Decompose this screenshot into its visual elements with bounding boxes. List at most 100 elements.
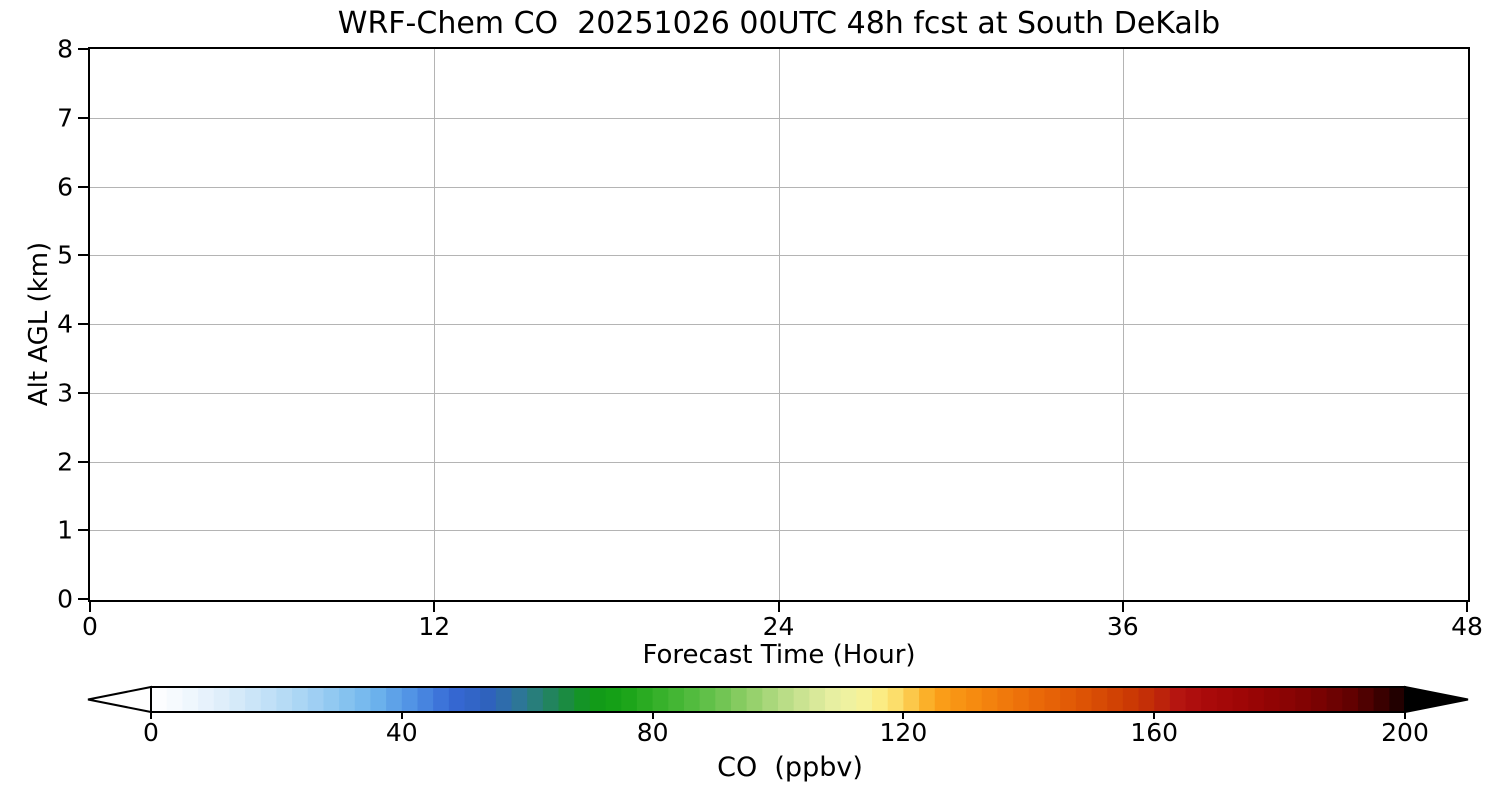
colorbar-segment	[715, 687, 732, 712]
colorbar-segment	[1201, 687, 1218, 712]
colorbar-tick-mark	[902, 713, 905, 719]
colorbar-segment	[1279, 687, 1296, 712]
colorbar-segment	[339, 687, 356, 712]
x-tick-label: 12	[418, 612, 451, 641]
y-tick-mark	[78, 116, 88, 119]
colorbar-segment	[464, 687, 481, 712]
colorbar-segment	[1013, 687, 1030, 712]
colorbar-segment	[166, 687, 183, 712]
colorbar-segment	[1248, 687, 1265, 712]
v-gridline	[434, 49, 436, 600]
colorbar-segment	[542, 687, 560, 712]
colorbar-segment	[605, 687, 622, 712]
colorbar-segment	[1060, 687, 1077, 712]
colorbar-segment	[480, 687, 497, 712]
colorbar-segment	[699, 687, 716, 712]
colorbar-tick-label: 120	[879, 718, 928, 747]
y-tick-label: 5	[57, 240, 73, 270]
colorbar-segment	[558, 687, 575, 712]
colorbar-segment	[386, 687, 403, 712]
colorbar-segment	[1357, 687, 1375, 712]
x-tick-mark	[89, 602, 91, 612]
colorbar-tick-mark	[651, 713, 654, 719]
colorbar-segment	[182, 687, 199, 712]
colorbar-segment	[1263, 687, 1281, 712]
y-tick-mark	[78, 460, 88, 463]
colorbar-segment	[1185, 687, 1202, 712]
y-tick-label: 8	[57, 34, 73, 64]
colorbar-segment	[1075, 687, 1093, 712]
v-gridline	[778, 49, 780, 600]
colorbar-segment	[919, 687, 936, 712]
colorbar-segment	[1107, 687, 1124, 712]
colorbar-segment	[825, 687, 842, 712]
x-tick-label: 36	[1106, 612, 1139, 641]
x-tick-mark	[433, 602, 436, 612]
y-tick-label: 7	[57, 103, 73, 133]
colorbar-segment	[589, 687, 607, 712]
colorbar-tick-label: 200	[1381, 718, 1429, 747]
colorbar-tick-label: 40	[385, 718, 418, 747]
colorbar-segment	[1138, 687, 1155, 712]
colorbar-segment	[448, 687, 466, 712]
colorbar-tick-mark	[150, 713, 152, 719]
colorbar-segment	[1028, 687, 1046, 712]
colorbar-tick-label: 0	[143, 718, 159, 747]
y-tick-mark	[78, 323, 88, 325]
colorbar-segment	[762, 687, 779, 712]
y-tick-mark	[78, 598, 88, 600]
colorbar-tick-label: 160	[1130, 718, 1179, 747]
y-tick-label: 1	[57, 515, 73, 545]
x-tick-mark	[1121, 602, 1124, 612]
colorbar-tick-mark	[400, 713, 403, 719]
colorbar-segment	[1216, 687, 1234, 712]
colorbar-segment	[746, 687, 763, 712]
colorbar-segment	[1389, 687, 1406, 712]
v-gridline	[1122, 49, 1124, 600]
y-tick-mark	[78, 254, 88, 257]
colorbar-segment	[433, 687, 450, 712]
chart-title: WRF-Chem CO 20251026 00UTC 48h fcst at S…	[337, 6, 1221, 41]
colorbar-label: CO (ppbv)	[717, 752, 863, 783]
colorbar-segment	[574, 687, 591, 712]
colorbar-segment	[260, 687, 277, 712]
colorbar-segment	[840, 687, 857, 712]
y-tick-label: 6	[57, 172, 73, 201]
colorbar-segment	[1295, 687, 1312, 712]
colorbar-segment	[1310, 687, 1328, 712]
colorbar-segment	[370, 687, 387, 712]
colorbar-segment	[903, 687, 920, 712]
colorbar-segment	[307, 687, 325, 712]
colorbar-segment	[934, 687, 952, 712]
colorbar-segment	[292, 687, 309, 712]
colorbar-segment	[683, 687, 701, 712]
colorbar	[87, 685, 1469, 714]
colorbar-segment	[245, 687, 262, 712]
colorbar-segment	[527, 687, 544, 712]
colorbar-segment	[495, 687, 513, 712]
y-axis-label: Alt AGL (km)	[24, 241, 54, 407]
colorbar-segment	[1122, 687, 1140, 712]
colorbar-segment	[652, 687, 669, 712]
x-tick-mark	[777, 602, 780, 612]
colorbar-tick-mark	[1153, 713, 1156, 719]
colorbar-segment	[668, 687, 685, 712]
colorbar-segment	[730, 687, 748, 712]
y-tick-label: 3	[57, 378, 73, 408]
colorbar-tick-label: 80	[636, 718, 669, 747]
y-tick-label: 0	[57, 584, 73, 614]
colorbar-segment	[151, 687, 168, 712]
y-tick-mark	[78, 48, 88, 50]
y-tick-mark	[78, 529, 88, 532]
colorbar-tick-mark	[1404, 713, 1406, 719]
colorbar-segment	[636, 687, 654, 712]
x-tick-mark	[1466, 602, 1468, 612]
colorbar-segment	[981, 687, 999, 712]
colorbar-segment	[621, 687, 638, 712]
colorbar-segment	[401, 687, 419, 712]
colorbar-segment	[1169, 687, 1187, 712]
colorbar-segment	[354, 687, 372, 712]
colorbar-segment	[1044, 687, 1061, 712]
colorbar-segment	[856, 687, 873, 712]
